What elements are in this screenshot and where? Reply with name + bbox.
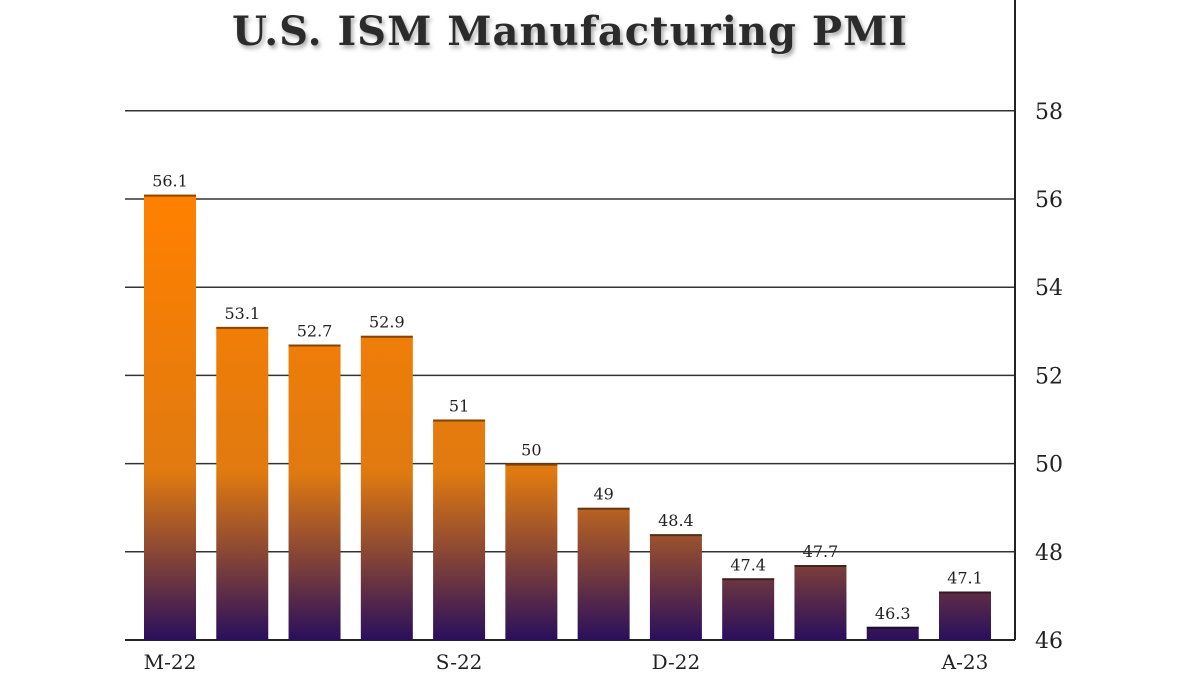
- bars: [144, 194, 991, 640]
- x-tick-label: A-23: [941, 650, 989, 674]
- bar: [866, 626, 919, 640]
- bar-value-label: 52.7: [297, 322, 333, 341]
- bar-value-label: 52.9: [369, 313, 405, 332]
- bar-value-label: 53.1: [224, 304, 260, 323]
- axes: [125, 0, 1016, 641]
- x-tick-label: S-22: [436, 650, 483, 674]
- bar-value-label: 56.1: [152, 172, 188, 191]
- bar: [939, 591, 991, 640]
- labels: 46 48 50 52 54 56 58 56.1 M-22 53.1 52.7 52.9 51 S-22…: [144, 100, 1063, 674]
- bar-value-label: 49: [593, 485, 613, 504]
- y-tick-label: 54: [1035, 276, 1063, 301]
- bar: [433, 419, 486, 640]
- y-tick-label: 50: [1035, 453, 1063, 478]
- bar-value-label: 46.3: [875, 604, 911, 623]
- bar: [794, 565, 847, 640]
- gridlines: [125, 110, 1015, 553]
- bar: [360, 335, 413, 640]
- bar: [577, 507, 630, 640]
- bar: [288, 344, 341, 640]
- y-tick-label: 58: [1035, 100, 1063, 125]
- y-tick-label: 56: [1035, 188, 1063, 213]
- x-tick-label: D-22: [652, 650, 701, 674]
- chart-title: U.S. ISM Manufacturing PMI: [232, 8, 908, 55]
- bar-value-label: 47.4: [730, 555, 766, 574]
- bar: [505, 463, 558, 640]
- x-tick-label: M-22: [144, 650, 197, 674]
- bar-value-label: 50: [521, 441, 541, 460]
- bar-value-label: 47.7: [803, 542, 839, 561]
- bar-value-label: 51: [449, 397, 469, 416]
- bar-value-label: 47.1: [947, 568, 983, 587]
- y-tick-label: 46: [1035, 629, 1063, 654]
- y-tick-label: 52: [1035, 364, 1063, 389]
- bar: [144, 194, 196, 640]
- bar-value-label: 48.4: [658, 511, 694, 530]
- bar: [649, 534, 702, 640]
- bar: [722, 578, 775, 640]
- y-tick-label: 48: [1035, 541, 1063, 566]
- bar: [216, 326, 269, 640]
